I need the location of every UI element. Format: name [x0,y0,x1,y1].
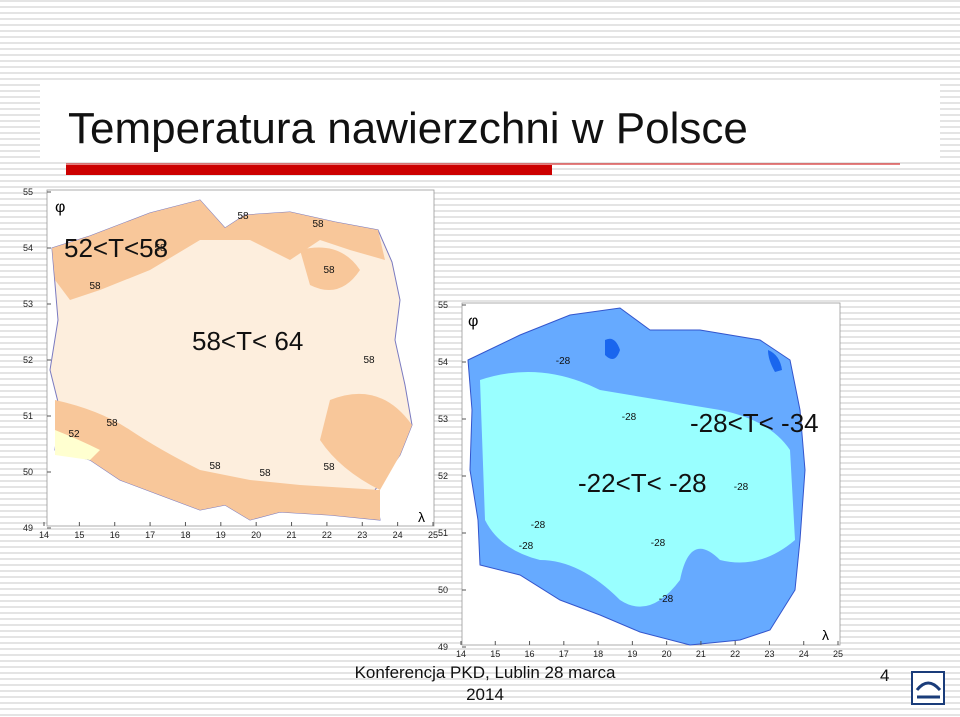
contour-label: 52 [68,429,80,440]
map2-patch [768,350,782,372]
x-tick-label: 18 [180,530,190,540]
x-tick-label: 22 [322,530,332,540]
y-tick-label: 52 [438,471,448,481]
x-tick-label: 19 [627,649,637,659]
contour-label: -28 [651,538,666,549]
logo-mark [915,681,942,699]
contour-label: 58 [237,211,249,222]
y-tick-label: 55 [438,300,448,310]
y-tick-label: 49 [438,642,448,652]
map1-patch [52,200,385,300]
region-label: 58<T< 64 [192,326,303,356]
x-tick-label: 21 [287,530,297,540]
contour-label: -28 [531,520,546,531]
contour-label: 58 [154,243,166,254]
x-tick-label: 15 [490,649,500,659]
phi-label: φ [468,313,478,330]
map1 [46,189,435,527]
x-tick-label: 22 [730,649,740,659]
map1-patch [55,400,380,520]
contour-label: 58 [323,265,335,276]
title-bar [66,165,552,175]
contour-label: 58 [323,462,335,473]
y-tick-label: 53 [438,414,448,424]
lambda-label: λ [418,509,425,525]
lambda-label: λ [822,627,829,643]
y-tick-label: 50 [438,585,448,595]
region-label: -28<T< -34 [690,408,819,438]
map1-patch [320,393,412,490]
x-tick-label: 25 [428,530,438,540]
contour-label: 58 [363,355,375,366]
region-label: 52<T<58 [64,233,168,263]
footer-text: Konferencja PKD, Lublin 28 marca 2014 [354,663,616,704]
contour-label: -28 [622,412,637,423]
x-tick-label: 15 [74,530,84,540]
x-tick-label: 14 [39,530,49,540]
x-tick-label: 17 [145,530,155,540]
page-number: 4 [880,666,889,685]
contour-label: 58 [209,461,221,472]
contour-label: -28 [519,541,534,552]
x-tick-label: 23 [764,649,774,659]
map1-patch [300,247,360,290]
y-tick-label: 53 [23,299,33,309]
title-area [40,82,940,162]
x-tick-label: 20 [662,649,672,659]
x-tick-label: 20 [251,530,261,540]
y-tick-label: 55 [23,187,33,197]
contour-label: -28 [556,356,571,367]
x-tick-label: 18 [593,649,603,659]
y-tick-label: 51 [23,411,33,421]
y-tick-label: 51 [438,528,448,538]
x-tick-label: 16 [110,530,120,540]
contour-label: -28 [659,594,674,605]
contour-label: 58 [106,418,118,429]
x-tick-label: 23 [357,530,367,540]
x-tick-label: 14 [456,649,466,659]
y-tick-label: 50 [23,467,33,477]
y-tick-label: 54 [438,357,448,367]
map2 [461,302,841,646]
header-band [0,0,960,82]
map1-patch [55,430,100,460]
x-tick-label: 25 [833,649,843,659]
x-tick-label: 17 [559,649,569,659]
region-label: -22<T< -28 [578,468,707,498]
map2-patch [480,372,795,607]
contour-label: -28 [734,482,749,493]
x-tick-label: 16 [525,649,535,659]
contour-label: 58 [89,281,101,292]
slide-title: Temperatura nawierzchni w Polsce [68,104,748,153]
phi-label: φ [55,199,65,216]
x-tick-label: 19 [216,530,226,540]
contour-label: 58 [312,219,324,230]
contour-label: 58 [259,468,271,479]
y-tick-label: 52 [23,355,33,365]
x-tick-label: 24 [799,649,809,659]
map2-patch [605,338,620,359]
x-tick-label: 24 [393,530,403,540]
y-tick-label: 49 [23,523,33,533]
y-tick-label: 54 [23,243,33,253]
x-tick-label: 21 [696,649,706,659]
